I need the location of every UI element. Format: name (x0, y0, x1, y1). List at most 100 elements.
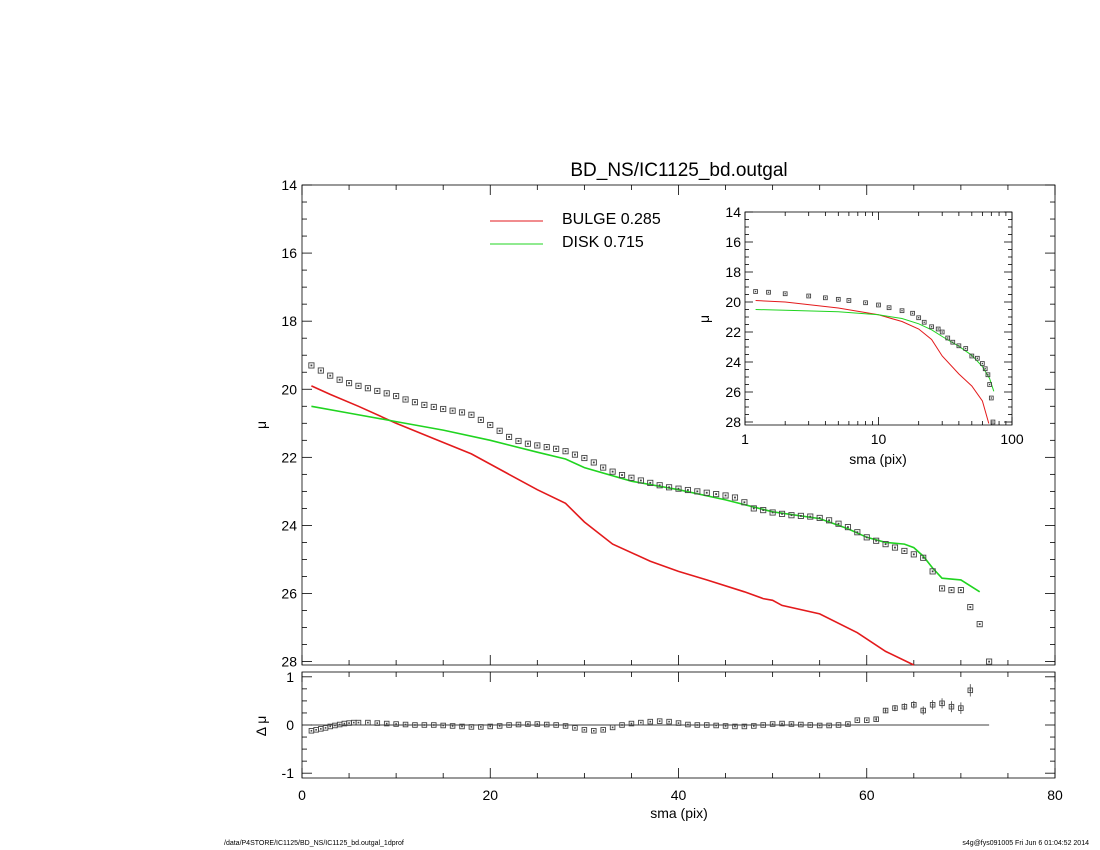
marker-outer (506, 433, 513, 440)
marker-outer (732, 723, 738, 730)
inset-data-point (980, 361, 985, 366)
marker-outer (694, 722, 701, 728)
marker-outer (782, 291, 788, 297)
marker-outer (477, 416, 484, 423)
marker-inner (621, 724, 623, 726)
marker-outer (468, 411, 475, 418)
marker-outer (515, 721, 522, 728)
marker-outer (713, 491, 720, 498)
marker-inner (818, 517, 821, 519)
inset-data-point (950, 339, 956, 345)
residual-point (769, 721, 776, 727)
data-point (317, 367, 324, 374)
inset-data-point (990, 419, 996, 425)
marker-inner (329, 374, 332, 377)
data-point (637, 477, 644, 484)
marker-inner (395, 395, 398, 397)
marker-outer (939, 329, 945, 335)
marker-outer (383, 390, 390, 397)
marker-outer (826, 517, 833, 524)
marker-outer (685, 721, 691, 728)
marker-inner (334, 724, 336, 727)
marker-outer (807, 513, 814, 520)
marker-inner (856, 531, 859, 534)
marker-inner (668, 486, 670, 489)
marker-inner (848, 299, 850, 302)
inset-data-point (886, 305, 892, 311)
residual-point (553, 722, 559, 728)
marker-inner (432, 406, 435, 408)
marker-outer (854, 529, 861, 536)
marker-outer (886, 305, 892, 311)
marker-inner (864, 302, 867, 304)
marker-inner (592, 461, 595, 464)
marker-inner (790, 723, 793, 725)
marker-outer (769, 509, 776, 516)
marker-inner (734, 496, 736, 499)
data-point (769, 509, 776, 516)
data-point (901, 547, 908, 555)
marker-inner (865, 536, 868, 539)
marker-inner (343, 722, 346, 725)
marker-outer (816, 514, 823, 521)
marker-inner (640, 721, 642, 724)
marker-outer (355, 719, 362, 726)
marker-outer (835, 296, 841, 302)
residual-point (534, 721, 541, 727)
marker-inner (724, 725, 727, 727)
inset-axis-ticks (744, 211, 1013, 425)
marker-inner (385, 392, 388, 395)
inset-plot-frame (744, 211, 1013, 426)
marker-inner (470, 413, 473, 416)
marker-inner (837, 522, 840, 525)
marker-outer (524, 440, 531, 447)
marker-outer (882, 541, 889, 548)
marker-inner (414, 724, 416, 726)
marker-inner (837, 724, 840, 726)
marker-inner (987, 374, 989, 376)
x-tick-label: 20 (482, 787, 498, 803)
residual-point (760, 722, 766, 728)
marker-inner (976, 357, 979, 359)
marker-inner (771, 511, 774, 514)
marker-inner (828, 724, 830, 727)
data-point (656, 482, 663, 489)
data-point (628, 474, 635, 481)
marker-inner (404, 398, 407, 401)
inset-x-tick-labels: 1 10 100 (741, 431, 1024, 447)
main-y-axis-label: μ (253, 421, 269, 429)
marker-inner (545, 723, 548, 726)
marker-outer (891, 544, 899, 551)
marker-inner (941, 702, 943, 705)
marker-outer (935, 326, 941, 332)
marker-inner (319, 369, 322, 372)
inset-data-point (939, 329, 945, 335)
marker-outer (929, 324, 934, 330)
marker-inner (621, 474, 623, 476)
marker-outer (722, 492, 729, 499)
residual-point (807, 722, 814, 728)
marker-outer (974, 355, 980, 361)
marker-inner (508, 724, 510, 726)
residual-point (383, 720, 390, 727)
marker-inner (937, 328, 939, 330)
marker-outer (430, 403, 437, 411)
marker-inner (639, 479, 642, 482)
residual-point (572, 725, 578, 731)
data-point (506, 433, 513, 440)
marker-outer (515, 437, 522, 445)
x-tick-label: 40 (671, 787, 687, 803)
marker-inner (489, 424, 492, 426)
main-y-tick-label: 26 (281, 586, 297, 602)
residual-panel: 10-1 0 20 40 60 80 Δ μ sma (pix) (253, 669, 1063, 821)
data-point (553, 445, 560, 452)
marker-inner (602, 729, 605, 731)
x-tick-label: 80 (1047, 787, 1063, 803)
data-point (346, 380, 353, 387)
data-point (618, 471, 626, 479)
marker-inner (950, 589, 953, 592)
data-point (449, 407, 456, 414)
residual-point (826, 722, 832, 729)
inset-data-point (935, 326, 941, 332)
residual-point (948, 703, 955, 710)
